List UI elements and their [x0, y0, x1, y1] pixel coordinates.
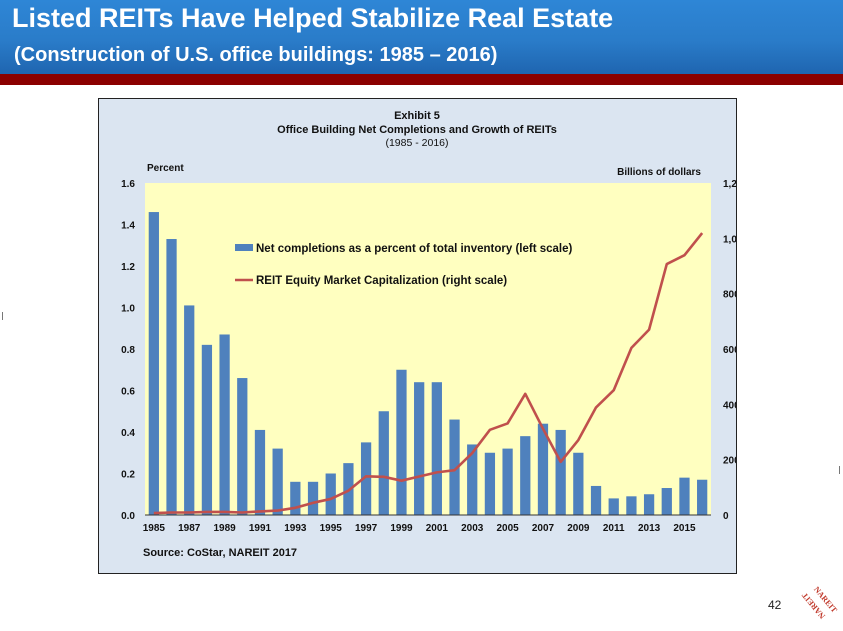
- right-tick-label: 800: [723, 290, 736, 301]
- reit-cap-line: [153, 232, 704, 515]
- chart-title: Exhibit 5: [394, 110, 440, 122]
- x-tick-label: 2005: [496, 523, 519, 534]
- slide-edge-marker: [839, 466, 840, 474]
- left-tick-label: 0.0: [121, 511, 135, 522]
- bar-1989: [219, 334, 230, 515]
- bar-1987: [184, 305, 195, 515]
- bar-2007: [537, 423, 549, 515]
- chart-period: (1985 - 2016): [385, 137, 448, 149]
- title-accent-band: [0, 74, 843, 85]
- right-tick-label: 0: [723, 511, 729, 522]
- slide-title: Listed REITs Have Helped Stabilize Real …: [12, 3, 614, 33]
- bar-1988: [201, 344, 213, 515]
- bar-2009: [573, 452, 584, 515]
- right-tick-label: 400: [723, 400, 736, 411]
- x-tick-label: 2015: [673, 523, 696, 534]
- left-tick-label: 1.0: [121, 304, 135, 315]
- x-tick-label: 2007: [532, 523, 555, 534]
- bar-2014: [661, 488, 672, 515]
- legend-bar-label: Net completions as a percent of total in…: [256, 243, 572, 255]
- bar-1994: [307, 481, 319, 515]
- bar-2008: [555, 429, 566, 515]
- right-tick-label: 1,000: [723, 234, 736, 245]
- bar-1986: [166, 239, 177, 515]
- x-tick-label: 1987: [178, 523, 201, 534]
- plot-area: [145, 183, 711, 515]
- bar-2012: [626, 496, 637, 515]
- x-tick-label: 2013: [638, 523, 661, 534]
- bar-1992: [272, 448, 283, 515]
- right-tick-label: 200: [723, 456, 736, 467]
- bar-2016: [697, 479, 708, 515]
- left-tick-label: 1.2: [121, 262, 135, 273]
- left-tick-label: 0.2: [121, 470, 135, 481]
- x-tick-label: 2001: [426, 523, 449, 534]
- left-tick-label: 0.6: [121, 387, 135, 398]
- bar-2013: [643, 494, 655, 515]
- bar-2000: [414, 382, 425, 515]
- chart-source: Source: CoStar, NAREIT 2017: [143, 547, 297, 559]
- x-tick-label: 1985: [143, 523, 166, 534]
- chart-frame: 0.0 0.2 0.4 0.6 0.8 1.0 1.2 1.4 1.6 0 200 400 600 800…: [98, 98, 737, 574]
- slide-subtitle: (Construction of U.S. office buildings: …: [14, 44, 498, 66]
- x-tick-label: 2009: [567, 523, 590, 534]
- bar-1990: [237, 378, 248, 515]
- bar-2001: [431, 382, 442, 515]
- page-number: 42: [768, 598, 782, 612]
- chart: 0.0 0.2 0.4 0.6 0.8 1.0 1.2 1.4 1.6 0 200 400 600 800…: [121, 110, 736, 559]
- left-tick-label: 0.8: [121, 345, 135, 356]
- x-tick-label: 1995: [320, 523, 343, 534]
- bar-2005: [502, 448, 513, 515]
- bar-1999: [396, 369, 407, 515]
- legend-line-label: REIT Equity Market Capitalization (right…: [256, 275, 507, 287]
- x-tick-label: 1989: [213, 523, 236, 534]
- x-tick-label: 1991: [249, 523, 272, 534]
- bar-2004: [484, 452, 496, 515]
- bar-1991: [254, 429, 266, 515]
- bar-1985: [148, 212, 159, 516]
- chart-subtitle: Office Building Net Completions and Grow…: [277, 124, 557, 136]
- bar-2003: [467, 444, 478, 515]
- left-tick-label: 1.6: [121, 179, 135, 190]
- slide-edge-marker: [2, 312, 3, 320]
- bar-2002: [449, 419, 460, 515]
- bar-1993: [290, 481, 301, 515]
- bar-1997: [360, 442, 372, 516]
- bar-1995: [325, 473, 336, 515]
- left-axis-title: Percent: [147, 163, 184, 174]
- right-tick-label: 600: [723, 345, 736, 356]
- x-tick-label: 1993: [284, 523, 307, 534]
- bar-2011: [608, 498, 619, 515]
- right-axis-title: Billions of dollars: [617, 167, 701, 178]
- left-tick-label: 0.4: [121, 428, 135, 439]
- left-tick-label: 1.4: [121, 221, 135, 232]
- legend-bar-swatch: [235, 244, 253, 251]
- x-tick-label: 1997: [355, 523, 378, 534]
- nareit-logo: NAREIT NAREIT: [800, 585, 840, 621]
- bar-2006: [520, 436, 531, 515]
- x-tick-label: 2011: [603, 523, 625, 534]
- right-tick-label: 1,200: [723, 179, 736, 190]
- x-tick-label: 1999: [390, 523, 413, 534]
- bar-1998: [378, 411, 389, 515]
- title-bar: Listed REITs Have Helped Stabilize Real …: [0, 0, 843, 74]
- x-tick-label: 2003: [461, 523, 484, 534]
- bar-2010: [590, 485, 602, 515]
- bar-2015: [679, 477, 690, 515]
